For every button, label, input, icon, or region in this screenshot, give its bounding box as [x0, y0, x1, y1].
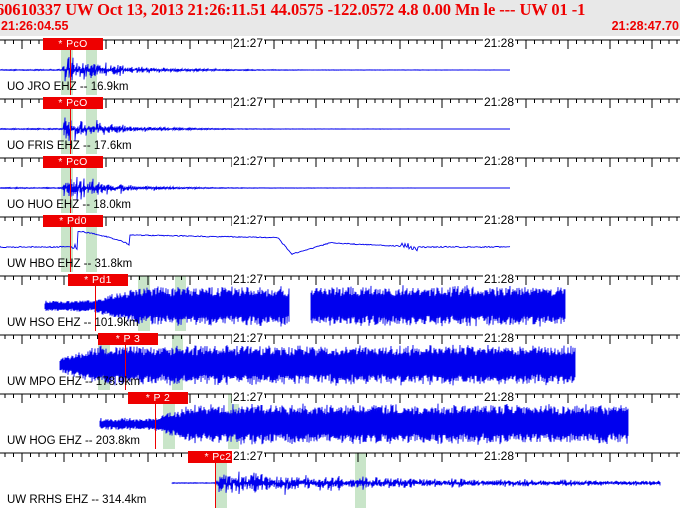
channel-label: UW RRHS EHZ -- 314.4km: [7, 494, 147, 506]
channel-label: UW MPO EHZ -- 178.9km: [7, 376, 140, 388]
trace-plot[interactable]: * Pd1 21:27 21:28 UW HSO EHZ -- 101.9km: [0, 272, 680, 331]
trace-plot[interactable]: * PcO 21:27 21:28 UO JRO EHZ -- 16.9km: [0, 36, 680, 95]
pick-label-box[interactable]: * Pd0: [43, 215, 103, 227]
time-tick-label: 21:27: [232, 95, 265, 109]
time-tick-label: 21:27: [232, 331, 265, 345]
coda-window-band: [86, 99, 97, 154]
window-end-time: 21:28:47.70: [611, 19, 679, 33]
time-tick-label: 21:28: [483, 331, 516, 345]
pick-label-box[interactable]: * PcO: [43, 38, 103, 50]
window-start-time: 21:26:04.55: [1, 19, 69, 33]
pick-line[interactable]: [70, 217, 71, 272]
trace-row[interactable]: * Pd1 21:27 21:28 UW HSO EHZ -- 101.9km: [0, 272, 680, 331]
time-tick-label: 21:28: [483, 95, 516, 109]
trace-row[interactable]: * Pd0 21:27 21:28 UW HBO EHZ -- 31.8km: [0, 213, 680, 272]
coda-window-band: [355, 453, 366, 508]
trace-plot[interactable]: * PcO 21:27 21:28 UO FRIS EHZ -- 17.6km: [0, 95, 680, 154]
pick-line[interactable]: [70, 40, 71, 95]
time-tick-label: 21:28: [483, 213, 516, 227]
pick-label-box[interactable]: * Pd1: [68, 274, 128, 286]
event-title: 60610337 UW Oct 13, 2013 21:26:11.51 44.…: [0, 0, 586, 19]
pick-line[interactable]: [70, 99, 71, 154]
trace-row[interactable]: * P 2 21:27 21:28 UW HOG EHZ -- 203.8km: [0, 390, 680, 449]
trace-row[interactable]: * PcO 21:27 21:28 UO HUO EHZ -- 18.0km: [0, 154, 680, 213]
pick-label-box[interactable]: * PcO: [43, 97, 103, 109]
waveform: [99, 403, 629, 445]
time-tick-label: 21:28: [483, 449, 516, 463]
pick-label-box[interactable]: * P 2: [128, 392, 188, 404]
time-tick-label: 21:27: [232, 213, 265, 227]
channel-label: UW HSO EHZ -- 101.9km: [7, 317, 139, 329]
trace-row[interactable]: * P 3 21:27 21:28 UW MPO EHZ -- 178.9km: [0, 331, 680, 390]
waveform: [0, 176, 510, 201]
time-tick-label: 21:27: [232, 449, 265, 463]
trace-row[interactable]: * PcO 21:27 21:28 UO FRIS EHZ -- 17.6km: [0, 95, 680, 154]
time-tick-label: 21:27: [232, 154, 265, 168]
pick-label-box[interactable]: * P 3: [98, 333, 158, 345]
trace-plot[interactable]: * P 3 21:27 21:28 UW MPO EHZ -- 178.9km: [0, 331, 680, 390]
time-axis: [0, 275, 680, 285]
waveform: [44, 285, 566, 327]
channel-label: UO JRO EHZ -- 16.9km: [7, 81, 129, 93]
pick-line[interactable]: [125, 335, 126, 390]
trace-plot[interactable]: * PcO 21:27 21:28 UO HUO EHZ -- 18.0km: [0, 154, 680, 213]
time-tick-label: 21:27: [232, 272, 265, 286]
trace-row[interactable]: * Pc2 21:27 21:28 UW RRHS EHZ -- 314.4km: [0, 449, 680, 508]
trace-plot[interactable]: * Pd0 21:27 21:28 UW HBO EHZ -- 31.8km: [0, 213, 680, 272]
pick-label-box[interactable]: * PcO: [43, 156, 103, 168]
header-band: 60610337 UW Oct 13, 2013 21:26:11.51 44.…: [0, 0, 680, 36]
waveform: [59, 344, 576, 386]
time-tick-label: 21:27: [232, 390, 265, 404]
time-tick-label: 21:28: [483, 272, 516, 286]
channel-label: UW HBO EHZ -- 31.8km: [7, 258, 133, 270]
trace-row[interactable]: * PcO 21:27 21:28 UO JRO EHZ -- 16.9km: [0, 36, 680, 95]
waveform: [171, 471, 661, 495]
trace-plot[interactable]: * P 2 21:27 21:28 UW HOG EHZ -- 203.8km: [0, 390, 680, 449]
time-tick-label: 21:28: [483, 36, 516, 50]
pick-line[interactable]: [95, 276, 96, 331]
time-tick-label: 21:27: [232, 36, 265, 50]
trace-plot[interactable]: * Pc2 21:27 21:28 UW RRHS EHZ -- 314.4km: [0, 449, 680, 508]
time-tick-label: 21:28: [483, 390, 516, 404]
time-tick-label: 21:28: [483, 154, 516, 168]
waveform: [0, 56, 510, 82]
waveform: [0, 230, 511, 256]
channel-label: UO FRIS EHZ -- 17.6km: [7, 140, 132, 152]
coda-window-band: [86, 217, 97, 272]
pick-line[interactable]: [155, 394, 156, 449]
channel-label: UO HUO EHZ -- 18.0km: [7, 199, 131, 211]
channel-label: UW HOG EHZ -- 203.8km: [7, 435, 140, 447]
pick-line[interactable]: [70, 158, 71, 213]
trace-panel[interactable]: * PcO 21:27 21:28 UO JRO EHZ -- 16.9km * PcO…: [0, 36, 680, 518]
pick-line[interactable]: [215, 453, 216, 508]
